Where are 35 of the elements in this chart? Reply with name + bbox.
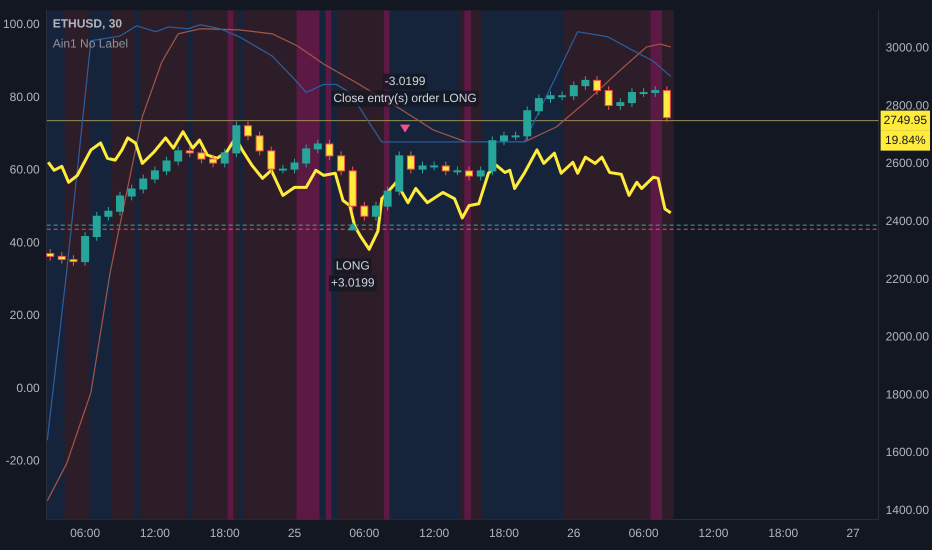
annotation: LONG	[336, 258, 370, 273]
x-tick-label: 18:00	[488, 526, 520, 540]
x-tick-label: 25	[288, 526, 302, 540]
x-tick-label: 06:00	[349, 526, 380, 540]
x-tick-label: 12:00	[419, 526, 450, 540]
y2-tick-label: 1400.00	[886, 502, 930, 517]
y2-tick-label: 2800.00	[886, 98, 930, 112]
x-tick-label: 12:00	[140, 526, 170, 540]
text: ETHUSD, 30	[52, 16, 122, 31]
y2-tick-label: 2200.00	[886, 272, 930, 286]
y2-tick-label: 1600.00	[886, 445, 930, 460]
annotation: +3.0199	[330, 276, 375, 290]
y-tick-label: 100.00	[3, 17, 40, 32]
annotation: -3.0199	[384, 74, 426, 88]
y-tick-label: 20.00	[10, 308, 40, 322]
y-tick-label: -20.00	[6, 454, 40, 468]
x-tick-label: 18:00	[210, 526, 240, 540]
y2-tick-label: 3000.00	[886, 40, 930, 55]
x-tick-label: 06:00	[70, 526, 100, 540]
y-tick-label: 80.00	[10, 90, 40, 104]
y2-tick-label: 2600.00	[886, 156, 930, 170]
x-tick-label: 06:00	[628, 526, 659, 540]
annotation: Close entry(s) order LONG	[333, 90, 477, 105]
x-tick-label: 26	[567, 526, 581, 540]
y2-tick-label: 1800.00	[886, 387, 930, 402]
ref-line-label: 2749.95	[884, 112, 928, 127]
y-tick-label: 0.00	[16, 380, 40, 395]
y2-tick-label: 2400.00	[886, 214, 930, 228]
text: 19.84%	[884, 132, 926, 147]
y-tick-label: 60.00	[10, 162, 40, 177]
x-tick-label: 12:00	[698, 526, 729, 540]
x-tick-label: 27	[846, 526, 860, 540]
x-tick-label: 18:00	[768, 526, 799, 540]
y2-tick-label: 2000.00	[886, 330, 930, 344]
y-tick-label: 40.00	[10, 235, 40, 250]
